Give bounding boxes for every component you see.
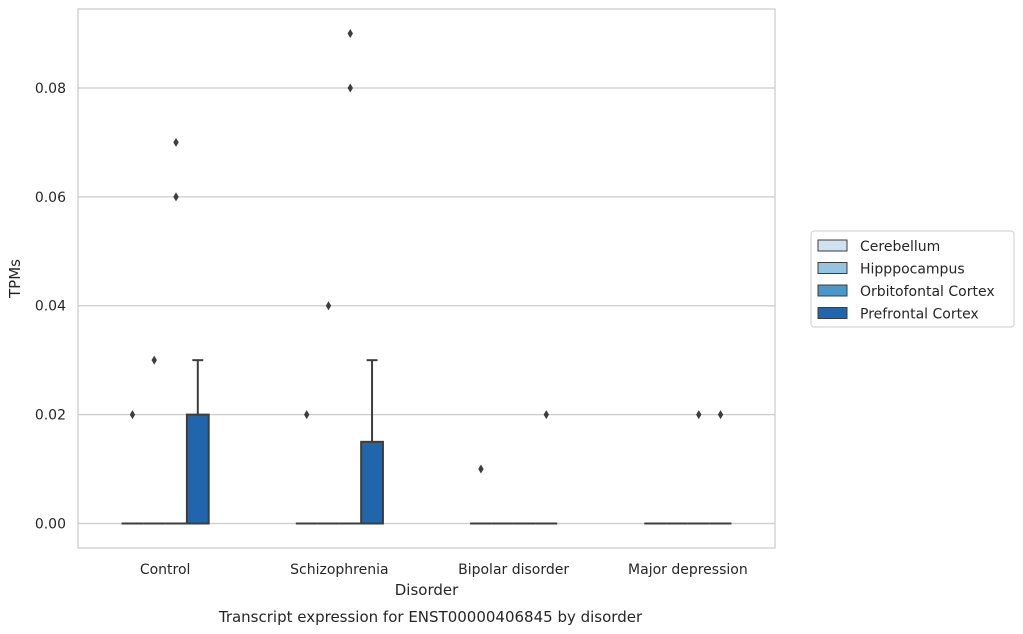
chart-title: Transcript expression for ENST0000040684… xyxy=(218,608,643,626)
plot-area xyxy=(121,29,732,525)
outlier-point xyxy=(478,464,484,474)
y-tick-label: 0.08 xyxy=(35,81,66,97)
y-axis-label: TPMs xyxy=(6,259,24,299)
outlier-point xyxy=(304,410,310,420)
box-group xyxy=(185,359,210,525)
outlier-point xyxy=(347,83,353,93)
legend-swatch xyxy=(817,307,848,319)
legend-label: Cerebellum xyxy=(860,239,940,255)
legend-label: Orbitofontal Cortex xyxy=(860,284,995,300)
box-group xyxy=(317,301,340,525)
outlier-point xyxy=(543,410,549,420)
plot-frame xyxy=(77,8,776,549)
outlier-point xyxy=(151,355,157,365)
legend-label: Prefrontal Cortex xyxy=(860,307,979,323)
x-tick-label: Schizophrenia xyxy=(290,562,388,578)
y-axis-ticks: 0.00 0.02 0.04 0.06 0.08 xyxy=(35,81,66,533)
box-group xyxy=(165,137,187,525)
x-tick-label: Major depression xyxy=(628,562,748,578)
box-group xyxy=(143,355,166,525)
y-tick-label: 0.04 xyxy=(35,299,66,315)
outlier-point xyxy=(129,410,136,420)
box-group xyxy=(360,359,384,525)
outlier-point xyxy=(347,29,353,38)
box-group xyxy=(470,464,492,525)
box-group xyxy=(709,410,732,525)
outlier-point xyxy=(173,192,179,202)
outlier-point xyxy=(325,301,332,311)
box-group xyxy=(535,410,558,525)
box-body xyxy=(360,440,384,525)
box-group xyxy=(121,410,144,525)
x-axis-ticks: Control Schizophrenia Bipolar disorder Majo… xyxy=(140,562,748,578)
y-tick-label: 0.02 xyxy=(35,408,66,424)
box-body xyxy=(185,413,210,525)
x-axis-label: Disorder xyxy=(395,581,459,599)
legend-swatch xyxy=(817,284,848,297)
y-tick-label: 0.00 xyxy=(35,517,66,533)
box-group xyxy=(295,410,318,525)
box-group xyxy=(339,29,362,525)
legend-swatch xyxy=(817,262,848,274)
box-group xyxy=(687,410,710,525)
outlier-point xyxy=(717,410,724,420)
legend-swatch xyxy=(817,239,848,252)
x-tick-label: Bipolar disorder xyxy=(458,562,569,578)
outlier-point xyxy=(173,137,179,147)
y-tick-label: 0.06 xyxy=(35,190,66,206)
outlier-point xyxy=(696,410,702,420)
legend-label: Hipppocampus xyxy=(860,262,965,278)
legend-box xyxy=(810,230,1015,328)
x-tick-label: Control xyxy=(140,562,191,578)
legend: Cerebellum Hipppocampus Orbitofontal Corte… xyxy=(810,230,1015,328)
